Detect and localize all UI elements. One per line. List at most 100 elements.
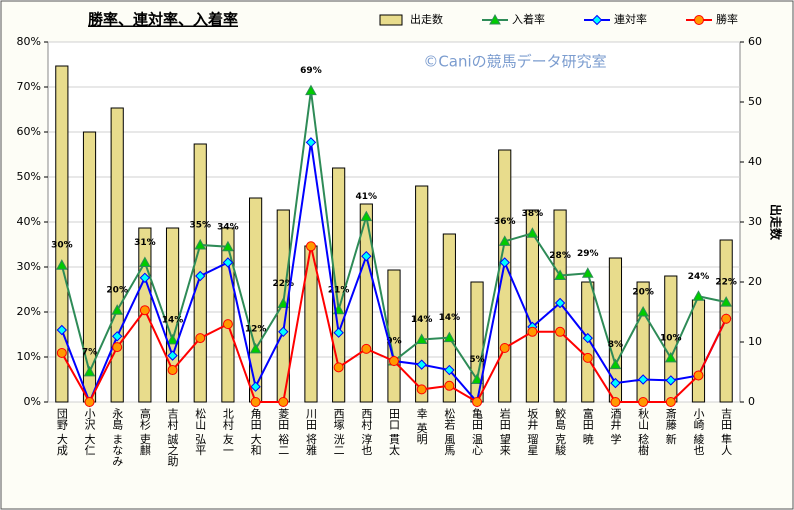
line-marker bbox=[443, 331, 456, 343]
legend-marker bbox=[694, 15, 704, 25]
x-tick-label: 西村 淳也 bbox=[360, 408, 373, 456]
line-marker bbox=[665, 397, 676, 407]
legend-label: 連対率 bbox=[614, 12, 647, 26]
line-marker bbox=[581, 267, 594, 278]
line-marker bbox=[498, 235, 511, 246]
x-tick-label: 西塚 洸二 bbox=[332, 408, 345, 456]
x-tick-label: 田口 貫太 bbox=[388, 408, 401, 456]
line-marker bbox=[56, 324, 68, 336]
line-marker bbox=[637, 305, 649, 317]
line-marker bbox=[56, 347, 67, 358]
y-tick-label: 50% bbox=[17, 170, 41, 183]
line-marker bbox=[444, 380, 455, 391]
line-marker bbox=[389, 356, 399, 367]
line-marker bbox=[167, 350, 178, 361]
line-marker bbox=[471, 373, 483, 384]
data-label: 69% bbox=[300, 66, 322, 76]
line-marker bbox=[333, 362, 344, 373]
data-label: 36% bbox=[494, 217, 516, 227]
line-marker bbox=[582, 352, 593, 363]
y2-tick-label: 20 bbox=[748, 275, 762, 288]
y-tick-label: 30% bbox=[17, 260, 41, 273]
line-marker bbox=[609, 358, 622, 370]
data-label: 14% bbox=[162, 315, 184, 325]
line-marker bbox=[55, 259, 68, 270]
line-marker bbox=[194, 238, 207, 250]
data-label: 30% bbox=[51, 241, 73, 251]
y-tick-label: 70% bbox=[17, 80, 41, 93]
bar bbox=[415, 185, 429, 403]
data-label: 12% bbox=[245, 324, 267, 334]
y-tick-label: 20% bbox=[17, 305, 41, 318]
x-tick-label: 川田 将雅 bbox=[304, 408, 317, 456]
watermark: ©Caniの競馬データ研究室 bbox=[423, 53, 606, 71]
x-tick-label: 斎藤 新 bbox=[664, 407, 677, 445]
bar bbox=[525, 209, 539, 403]
y2-tick-label: 10 bbox=[748, 335, 762, 348]
line-marker bbox=[416, 359, 427, 370]
line-marker bbox=[222, 240, 234, 252]
x-tick-label: 吉田 隼人 bbox=[720, 408, 733, 456]
y-tick-label: 80% bbox=[17, 35, 41, 48]
legend-label: 出走数 bbox=[410, 12, 443, 26]
x-tick-label: 亀田 温心 bbox=[471, 407, 484, 456]
line-marker bbox=[222, 319, 233, 330]
line-marker bbox=[554, 297, 566, 309]
line-marker bbox=[360, 210, 373, 222]
bar bbox=[691, 299, 706, 403]
line-marker bbox=[582, 332, 593, 344]
line-marker bbox=[139, 305, 150, 316]
x-tick-label: 吉村 誠之助 bbox=[166, 408, 179, 467]
line-marker bbox=[720, 296, 733, 307]
data-label: 41% bbox=[356, 192, 378, 202]
line-marker bbox=[637, 374, 649, 385]
line-marker bbox=[416, 384, 427, 395]
bar bbox=[110, 107, 124, 403]
line-marker bbox=[444, 364, 455, 376]
line-marker bbox=[83, 365, 96, 377]
line-marker bbox=[554, 269, 566, 281]
x-tick-label: 小崎 綾也 bbox=[692, 408, 705, 456]
x-tick-label: 富田 暁 bbox=[581, 407, 594, 445]
legend-swatch bbox=[379, 14, 403, 26]
line-marker bbox=[333, 327, 344, 338]
line-marker bbox=[195, 333, 206, 344]
data-label: 14% bbox=[439, 313, 461, 323]
data-label: 9% bbox=[386, 337, 401, 347]
line-marker bbox=[692, 290, 705, 301]
x-tick-label: 高杉 吏麒 bbox=[138, 407, 151, 456]
line-marker bbox=[278, 326, 289, 338]
legend-marker bbox=[591, 14, 603, 26]
data-label: 24% bbox=[688, 272, 710, 282]
y2-axis-title: 出走数 bbox=[769, 204, 784, 241]
data-label: 21% bbox=[328, 285, 350, 295]
data-label: 7% bbox=[82, 347, 97, 357]
bar bbox=[221, 227, 235, 403]
x-tick-label: 松若 風馬 bbox=[443, 407, 456, 456]
chart-title: 勝率、連対率、入着率 bbox=[88, 11, 238, 29]
line-marker bbox=[361, 250, 372, 262]
data-label: 22% bbox=[715, 278, 737, 288]
x-tick-label: 幸 英明 bbox=[415, 408, 428, 445]
line-marker bbox=[610, 377, 621, 389]
line-marker bbox=[250, 381, 261, 392]
line-marker bbox=[250, 397, 261, 407]
line-marker bbox=[527, 326, 538, 337]
line-marker bbox=[166, 333, 179, 345]
line-marker bbox=[167, 365, 178, 376]
line-marker bbox=[721, 313, 732, 324]
y2-tick-label: 40 bbox=[748, 155, 762, 168]
line-marker bbox=[112, 342, 123, 353]
y2-tick-label: 30 bbox=[748, 215, 762, 228]
line-marker bbox=[526, 227, 539, 238]
x-tick-label: 永島 まなみ bbox=[111, 407, 124, 467]
data-label: 28% bbox=[549, 251, 571, 261]
legend-label: 入着率 bbox=[512, 12, 545, 26]
data-label: 31% bbox=[134, 238, 156, 248]
y2-tick-label: 50 bbox=[748, 95, 762, 108]
x-tick-label: 岩田 望来 bbox=[498, 407, 511, 456]
data-label: 38% bbox=[522, 209, 544, 219]
x-tick-label: 鮫島 克駿 bbox=[554, 407, 567, 456]
line-marker bbox=[305, 84, 317, 96]
line-marker bbox=[195, 270, 206, 282]
